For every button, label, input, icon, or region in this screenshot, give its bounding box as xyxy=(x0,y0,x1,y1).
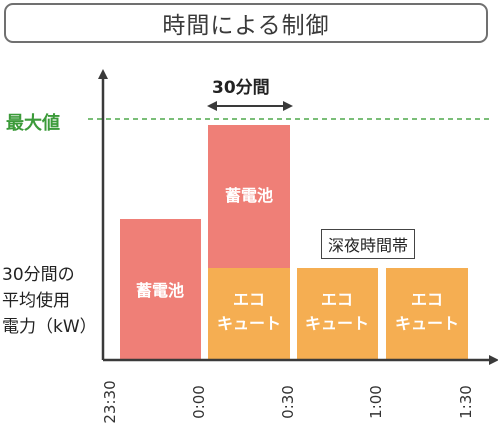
duration-label: 30分間 xyxy=(212,78,270,98)
y-axis-label-line: 平均使用 xyxy=(2,291,70,311)
ecocute-label-line1: エコ xyxy=(320,290,354,309)
diagram-title: 時間による制御 xyxy=(4,3,488,43)
y-axis-label-line: 電力（kW） xyxy=(2,317,97,337)
x-tick-label: 1:30 xyxy=(457,385,475,419)
max-value-label: 最大値 xyxy=(6,113,60,134)
ecocute-label-line1: エコ xyxy=(410,290,444,309)
ecocute-label-line2: キュート xyxy=(304,314,370,333)
ecocute-label-3: エコ キュート xyxy=(395,288,459,336)
x-tick-label: 23:30 xyxy=(101,380,119,424)
x-tick-label: 0:30 xyxy=(279,385,297,419)
battery-block-top xyxy=(208,125,290,268)
ecocute-block-3 xyxy=(386,268,468,360)
ecocute-label-line2: キュート xyxy=(216,314,282,333)
ecocute-block-1 xyxy=(208,268,290,360)
battery-label-left: 蓄電池 xyxy=(135,281,185,300)
ecocute-block-2 xyxy=(297,268,378,360)
x-tick-label: 0:00 xyxy=(190,385,208,419)
x-tick-label: 1:00 xyxy=(367,385,385,419)
ecocute-label-2: エコ キュート xyxy=(305,288,369,336)
ecocute-label-line2: キュート xyxy=(394,314,460,333)
y-axis-label: 30分間の 平均使用 電力（kW） xyxy=(2,262,97,340)
y-axis-label-line: 30分間の xyxy=(2,265,75,285)
ecocute-label-line1: エコ xyxy=(232,290,266,309)
battery-block-left xyxy=(120,219,201,360)
ecocute-label-1: エコ キュート xyxy=(217,288,281,336)
night-period-label: 深夜時間帯 xyxy=(321,229,416,259)
battery-label-top: 蓄電池 xyxy=(224,186,274,205)
